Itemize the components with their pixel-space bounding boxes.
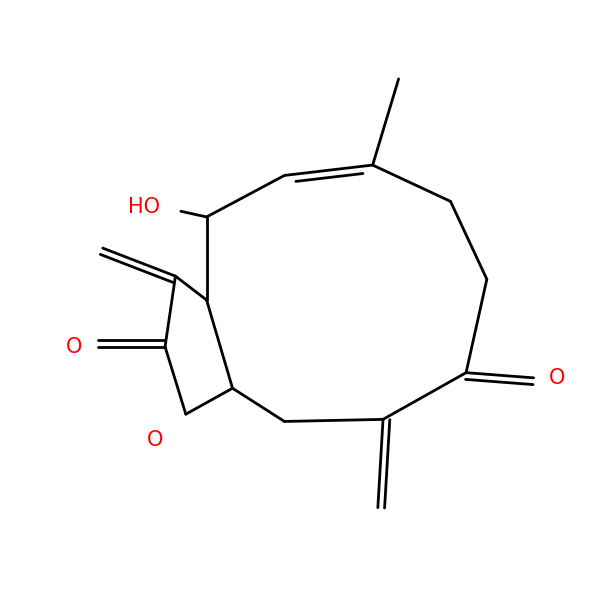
Text: O: O [549, 368, 565, 388]
Text: HO: HO [128, 197, 160, 217]
Text: O: O [65, 337, 82, 357]
Text: O: O [146, 430, 163, 450]
